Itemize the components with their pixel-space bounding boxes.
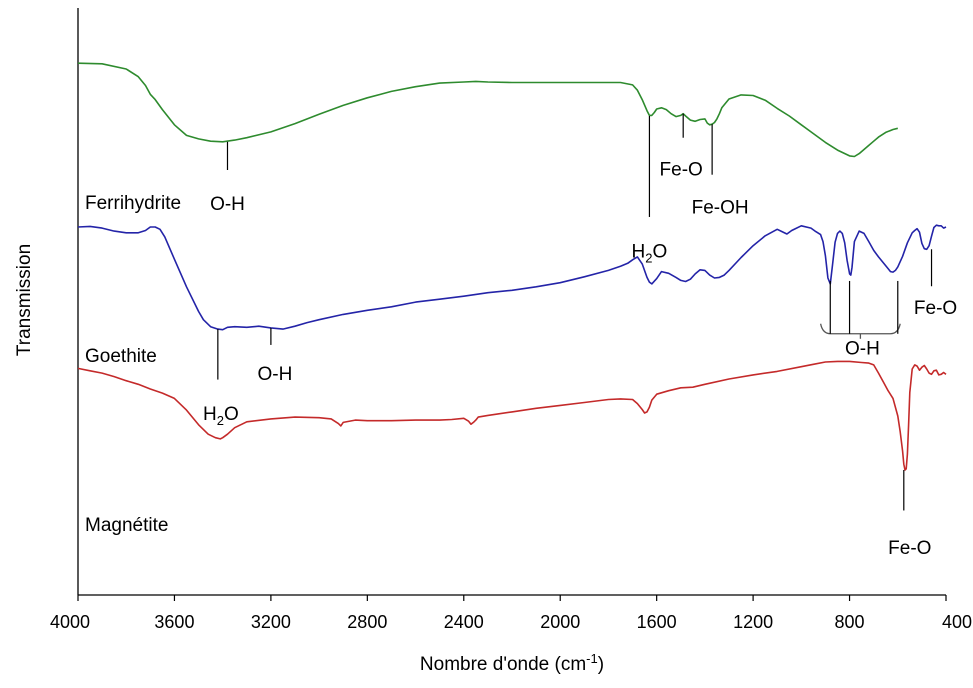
annotation-label-ferri-h2o-sub: 2 [645,250,652,265]
annotation-label-ferri-feoh: Fe-OH [692,197,749,218]
series-label-magnetite: Magnétite [85,515,168,536]
x-tick-label: 4000 [50,612,90,632]
annotation-label-goe-h2o-o: O [224,404,239,425]
text-layer: FerrihydriteGoethiteMagnétiteO-HH2OFe-OF… [85,159,957,559]
series-layer [77,62,947,471]
oh-bracket [819,323,901,335]
series-line-goethite [77,224,947,331]
x-axis-title-text: Nombre d'onde (cm [420,654,586,675]
x-axis-title-suffix: ) [598,654,604,675]
series-label-ferrihydrite: Ferrihydrite [85,193,181,214]
x-tick-label: 800 [835,612,865,632]
x-tick-label: 1600 [637,612,677,632]
x-axis-title: Nombre d'onde (cm-1) [420,651,604,675]
x-tick-label: 2800 [347,612,387,632]
annotation-goethite-oh: O-H [845,338,880,359]
x-tick-label: 3600 [154,612,194,632]
axes: 4000 3600 3200 2800 2400 2000 1600 1200 800 400 No… [14,8,972,675]
annotation-label-ferri-h2o: H2O [632,241,668,265]
annotation-label-goe-oh: O-H [257,364,292,385]
x-tick-label: 3200 [251,612,291,632]
series-line-magntite [77,360,947,471]
y-axis-title: Transmission [14,244,35,356]
x-tick-label: 1200 [733,612,773,632]
annotation-label-ferri-feo: Fe-O [660,159,703,180]
annotation-label-ferri-oh: O-H [210,194,245,215]
annotation-label-goe-h2o-h: H [203,404,217,425]
x-axis-title-sup: -1 [586,651,598,666]
annotation-label-ferri-h2o-h: H [632,241,646,262]
annotation-label-goe-h2o-sub: 2 [217,413,224,428]
x-tick-label: 400 [942,612,972,632]
series-label-goethite: Goethite [85,346,157,367]
annotation-layer [217,113,933,511]
annotation-label-ferri-h2o-o: O [653,241,668,262]
x-tick-label: 2400 [444,612,484,632]
annotation-label-mag-feo: Fe-O [888,538,931,559]
annotation-label-goe-h2o: H2O [203,404,239,428]
x-tick-label: 2000 [540,612,580,632]
series-line-ferrihydrite [77,62,898,158]
annotation-label-goe-feo: Fe-O [914,298,957,319]
